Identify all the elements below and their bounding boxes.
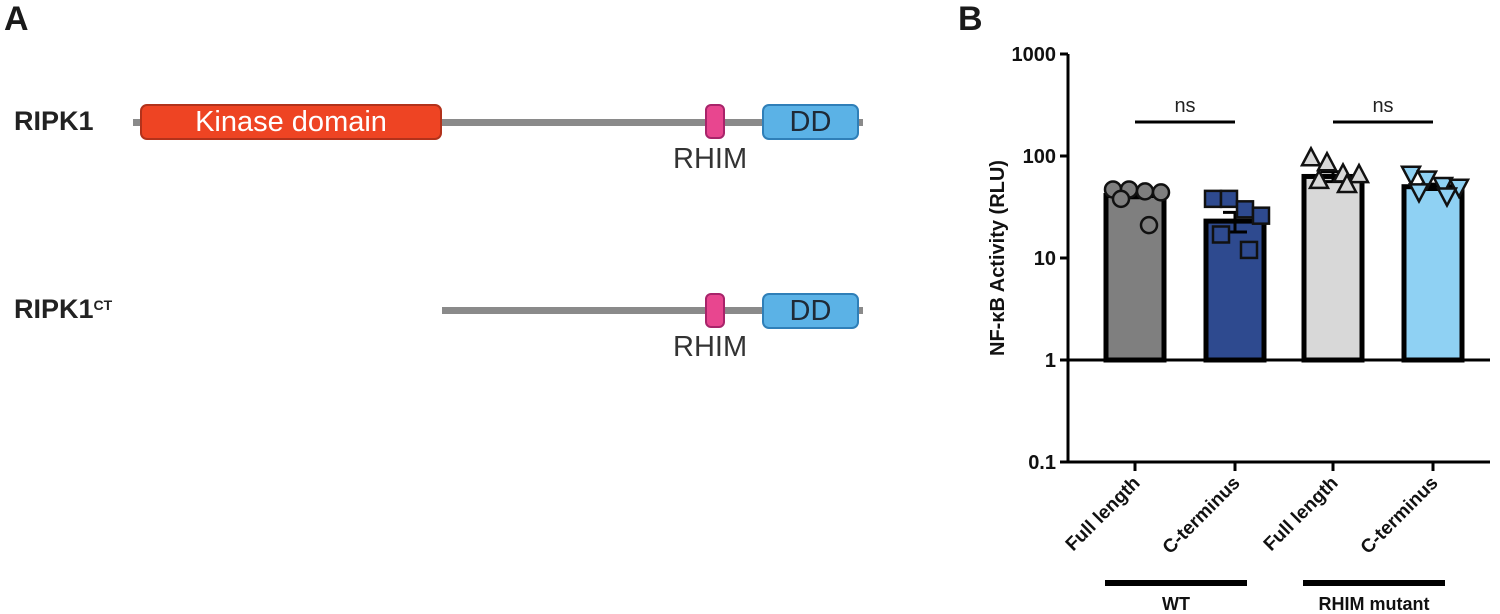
data-point bbox=[1251, 206, 1271, 225]
rhim-label: RHIM bbox=[673, 143, 748, 175]
y-axis-label: NF-κB Activity (RLU) bbox=[987, 160, 1009, 356]
data-point bbox=[1431, 176, 1455, 198]
data-point bbox=[1135, 182, 1155, 201]
kinase-domain: Kinase domain bbox=[140, 104, 442, 140]
data-point bbox=[1239, 240, 1259, 260]
data-point bbox=[1347, 162, 1371, 184]
data-point bbox=[1211, 225, 1231, 244]
data-point bbox=[1203, 189, 1223, 209]
rhim-domain bbox=[705, 104, 725, 139]
data-point bbox=[1307, 168, 1331, 190]
data-point bbox=[1111, 189, 1131, 209]
panel-b-letter: B bbox=[958, 0, 983, 38]
group-label: RHIM mutant bbox=[1319, 594, 1430, 614]
data-point bbox=[1299, 145, 1323, 167]
rhim-domain bbox=[705, 293, 725, 328]
rhim-label: RHIM bbox=[673, 331, 748, 363]
y-tick-label: 1000 bbox=[1012, 44, 1057, 66]
data-point bbox=[1415, 170, 1439, 192]
x-tick-label: Full length bbox=[1260, 473, 1343, 556]
group-label: WT bbox=[1162, 594, 1190, 614]
data-point bbox=[1335, 172, 1359, 194]
bar bbox=[1301, 173, 1365, 363]
y-tick-label: 0.1 bbox=[1028, 452, 1056, 474]
y-tick-label: 10 bbox=[1034, 248, 1056, 270]
construct-label: RIPK1 bbox=[14, 106, 94, 136]
panel-a-letter: A bbox=[4, 0, 29, 38]
data-point bbox=[1435, 187, 1459, 209]
data-point bbox=[1219, 189, 1239, 209]
protein-backbone bbox=[442, 307, 863, 314]
x-tick-label: C-terminus bbox=[1159, 473, 1245, 559]
data-point bbox=[1151, 183, 1171, 202]
significance-label: ns bbox=[1174, 95, 1195, 117]
x-tick-label: C-terminus bbox=[1357, 473, 1443, 559]
y-tick-label: 100 bbox=[1023, 146, 1056, 168]
significance-label: ns bbox=[1372, 95, 1393, 117]
bar bbox=[1401, 184, 1465, 363]
y-tick-label: 1 bbox=[1045, 350, 1056, 372]
death-domain: DD bbox=[762, 104, 859, 140]
x-tick-label: Full length bbox=[1062, 473, 1145, 556]
data-point bbox=[1235, 200, 1255, 219]
death-domain: DD bbox=[762, 293, 859, 329]
data-point bbox=[1407, 183, 1431, 205]
data-point bbox=[1315, 150, 1339, 172]
construct-label: RIPK1CT bbox=[14, 294, 113, 324]
data-point bbox=[1139, 215, 1159, 235]
protein-backbone bbox=[133, 119, 863, 126]
data-point bbox=[1399, 165, 1423, 187]
